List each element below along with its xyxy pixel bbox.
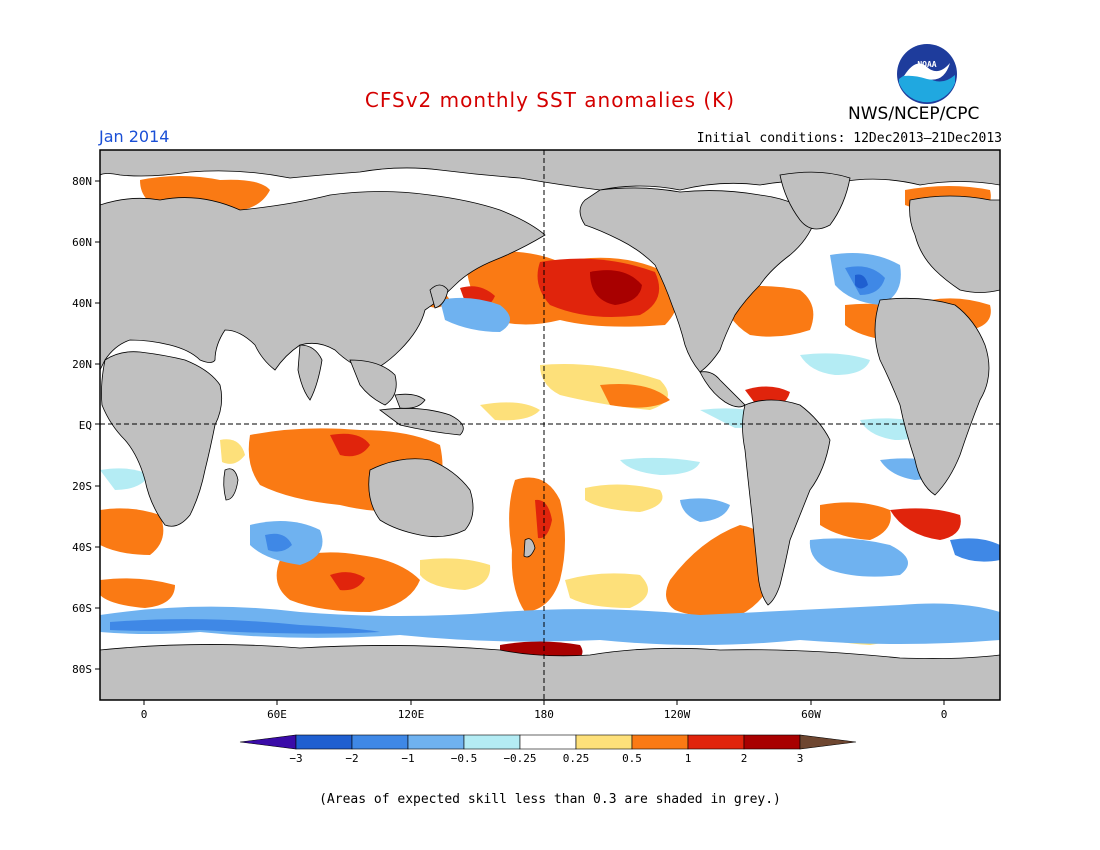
lon-label: 180 bbox=[534, 708, 554, 721]
org-label: NWS/NCEP/CPC bbox=[848, 104, 980, 124]
colorbar-tick-label: 0.5 bbox=[622, 752, 642, 765]
lat-label: 20N bbox=[72, 358, 92, 371]
colorbar-swatch bbox=[463, 734, 521, 750]
colorbar-swatch bbox=[687, 734, 745, 750]
colorbar-max-arrow bbox=[799, 734, 857, 750]
colorbar-tick-label: −3 bbox=[289, 752, 302, 765]
colorbar-tick-label: −0.25 bbox=[503, 752, 536, 765]
colorbar-tick-label: −1 bbox=[401, 752, 414, 765]
chart-title: CFSv2 monthly SST anomalies (K) bbox=[364, 88, 736, 112]
colorbar-swatch bbox=[631, 734, 689, 750]
lon-label: 120E bbox=[398, 708, 425, 721]
colorbar-tick-label: 1 bbox=[685, 752, 692, 765]
colorbar-tick-label: 2 bbox=[741, 752, 748, 765]
lon-label: 120W bbox=[664, 708, 691, 721]
colorbar-tick-label: −0.5 bbox=[451, 752, 478, 765]
map-frame bbox=[99, 149, 1001, 701]
colorbar-swatch bbox=[407, 734, 465, 750]
initial-conditions: Initial conditions: 12Dec2013–21Dec2013 bbox=[696, 131, 1002, 146]
lat-label: EQ bbox=[79, 419, 92, 432]
lat-axis: 80N 60N 40N 20N EQ 20S 40S 60S 80S bbox=[72, 175, 92, 676]
lat-label: 40S bbox=[72, 541, 92, 554]
colorbar-tick-label: 0.25 bbox=[563, 752, 590, 765]
colorbar-swatch bbox=[575, 734, 633, 750]
lat-label: 60N bbox=[72, 236, 92, 249]
colorbar-swatch bbox=[351, 734, 409, 750]
lon-label: 0 bbox=[141, 708, 148, 721]
lat-label: 40N bbox=[72, 297, 92, 310]
lon-label: 60W bbox=[801, 708, 821, 721]
lat-label: 20S bbox=[72, 480, 92, 493]
forecast-month: Jan 2014 bbox=[99, 127, 170, 146]
noaa-logo-icon: NOAA bbox=[897, 44, 957, 104]
colorbar-tick-label: 3 bbox=[797, 752, 804, 765]
colorbar-swatch bbox=[743, 734, 801, 750]
land-masses bbox=[100, 150, 1000, 700]
lon-label: 0 bbox=[941, 708, 948, 721]
lon-label: 60E bbox=[267, 708, 287, 721]
colorbar-swatch bbox=[519, 734, 577, 750]
lat-label: 60S bbox=[72, 602, 92, 615]
colorbar-swatch bbox=[295, 734, 353, 750]
colorbar-min-arrow bbox=[239, 734, 297, 750]
colorbar: −3 −2 −1 −0.5 −0.25 0.25 0.5 1 2 3 bbox=[239, 734, 857, 765]
footnote: (Areas of expected skill less than 0.3 a… bbox=[319, 792, 781, 807]
lat-label: 80N bbox=[72, 175, 92, 188]
svg-text:NOAA: NOAA bbox=[917, 60, 936, 69]
lon-axis: 0 60E 120E 180 120W 60W 0 bbox=[141, 708, 948, 721]
colorbar-tick-label: −2 bbox=[345, 752, 358, 765]
lat-label: 80S bbox=[72, 663, 92, 676]
